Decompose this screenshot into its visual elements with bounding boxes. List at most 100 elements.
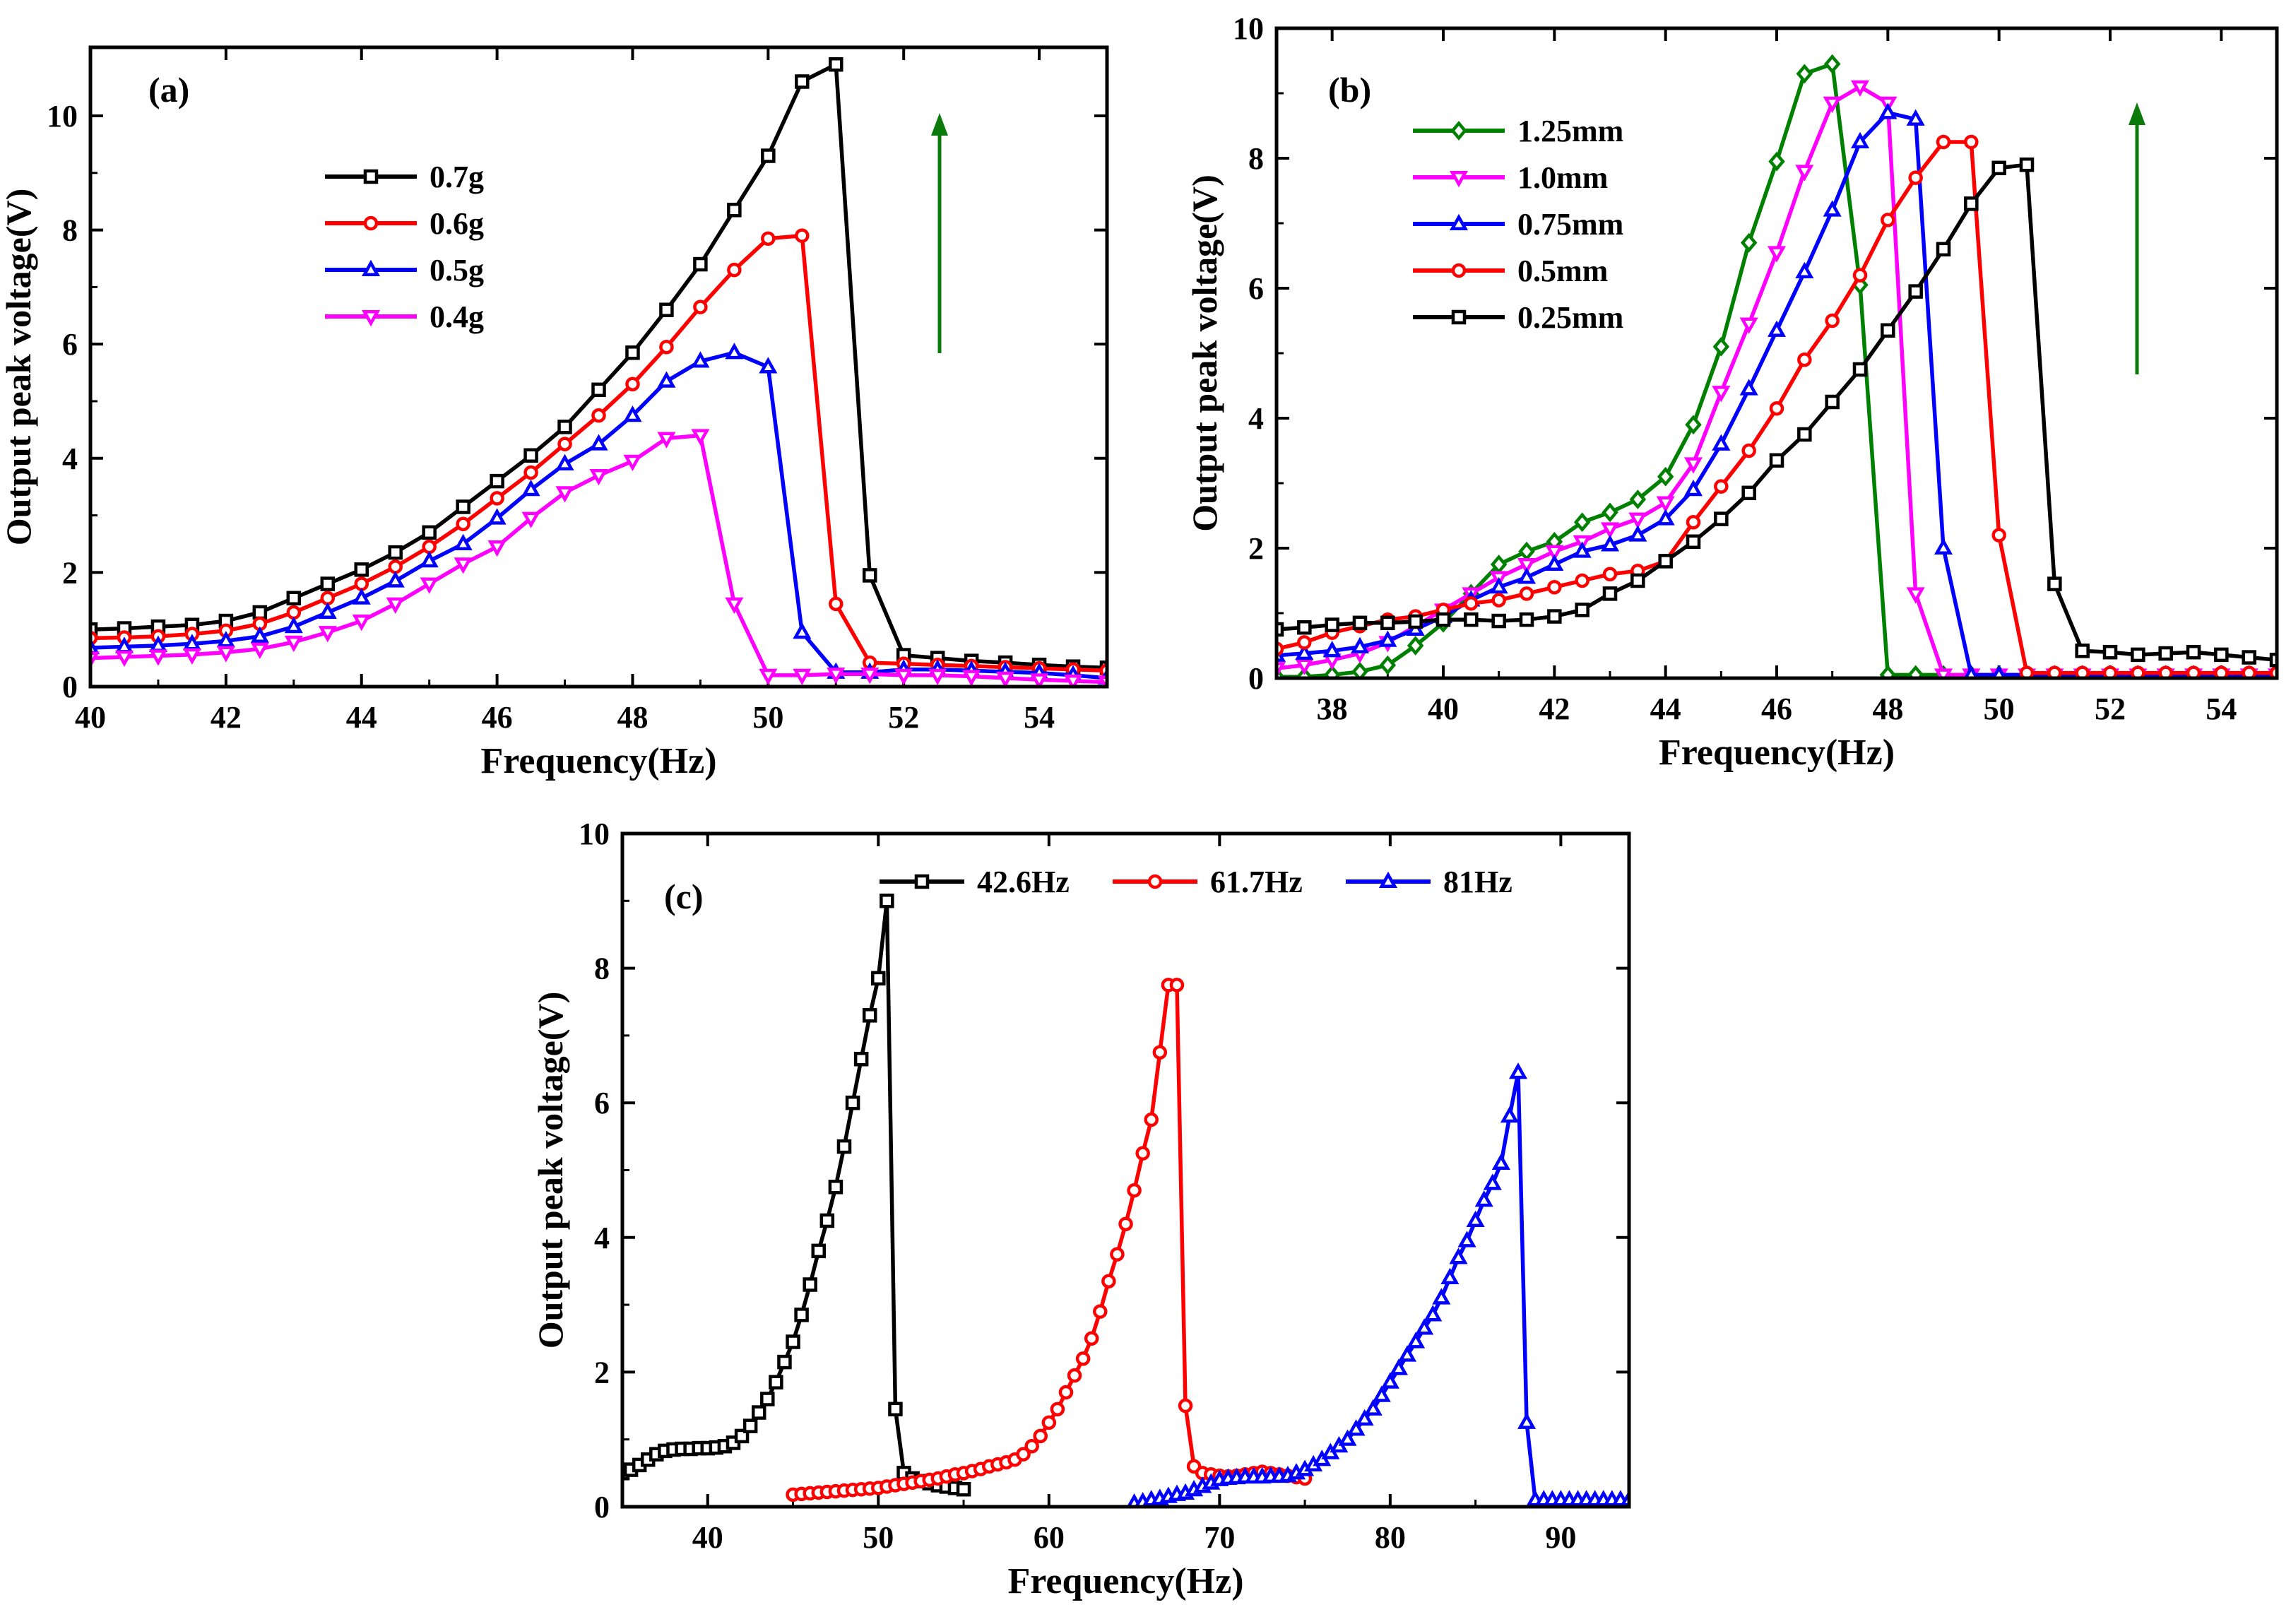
data-point [523,465,538,480]
data-point [871,971,886,986]
x-tick-label: 54 [2206,692,2237,726]
y-axis-title: Output peak voltage(V) [531,992,570,1349]
data-point [1545,554,1564,571]
data-point [1408,614,1423,629]
data-point [2131,665,2145,678]
plot-frame [620,831,1631,1509]
panel-a: 40 42 44 46 48 50 52 540246810Frequency(Hz)Outp… [0,45,1109,781]
y-tick-label: 2 [594,1355,610,1389]
data-point [1297,620,1312,635]
data-point [1683,457,1703,474]
data-point [1850,80,1870,97]
legend-label: 81Hz [1443,865,1512,899]
data-point [1500,1106,1519,1123]
x-tick-label: 54 [1024,700,1055,735]
data-point [1656,496,1675,513]
data-point [422,539,437,555]
data-point [1519,612,1534,627]
data-point [1518,541,1535,562]
data-point [996,671,1015,687]
data-point [2158,665,2173,678]
data-point [727,203,742,218]
data-point [1573,512,1591,533]
x-tick-label: 44 [1650,692,1681,726]
data-point [1407,1332,1426,1349]
data-point [2214,665,2229,678]
data-point [725,597,744,615]
legend-label: 0.75mm [1517,207,1623,242]
x-tick-label: 70 [1204,1520,1235,1555]
data-point [2102,665,2118,678]
legend-label: 61.7Hz [1210,865,1303,899]
y-tick-label: 8 [1248,141,1264,176]
legend-marker [1147,874,1163,889]
panel-label: (c) [664,877,704,916]
y-tick-label: 10 [1233,11,1264,46]
data-point [386,597,405,615]
data-point [1084,1331,1099,1346]
data-point [1350,636,1370,653]
data-point [1093,1304,1108,1319]
data-point [1963,665,1979,678]
data-point [1464,595,1479,611]
arrow-up-icon [931,113,948,136]
x-tick-label: 44 [346,700,377,735]
legend-marker [1450,121,1467,141]
y-axis-title: Output peak voltage(V) [1185,174,1224,532]
data-point [1016,1447,1031,1462]
data-point [725,343,744,360]
data-point [1658,554,1673,569]
data-point [1355,1409,1374,1426]
y-tick-label: 6 [1248,271,1264,306]
data-point [1795,165,1814,182]
data-point [1823,200,1842,217]
legend: 42.6Hz 61.7Hz 81Hz [880,865,1512,899]
legend-marker [363,169,379,184]
data-point [1879,665,1897,678]
data-point [691,351,710,368]
legend-marker [1449,213,1469,231]
data-point [555,486,574,503]
data-point [1629,490,1647,509]
data-point [1325,617,1339,632]
data-point [1491,613,1506,629]
data-point [853,1052,869,1067]
y-tick-label: 8 [62,213,78,248]
data-point [1575,603,1590,617]
x-tick-label: 42 [211,700,242,735]
legend: 0.7g 0.6g 0.5g 0.4g [325,160,484,334]
data-point [1466,1210,1485,1228]
data-point [557,437,572,451]
data-point [1767,246,1787,263]
plot-frame [88,45,1109,689]
data-point [693,300,708,314]
data-point [759,357,778,374]
data-point [2019,157,2035,172]
y-tick-label: 6 [594,1086,610,1120]
data-point [1825,394,1840,410]
data-layer [622,894,1629,1507]
data-point [1277,622,1284,637]
data-point [1796,64,1813,84]
data-point [1712,434,1731,451]
legend-marker [1451,309,1467,325]
data-point [1739,317,1758,334]
data-point [1628,512,1647,529]
data-point [1934,668,1953,678]
data-point [795,74,810,89]
data-point [793,622,812,639]
data-point [521,480,540,497]
data-point [354,576,369,591]
data-point [793,668,812,686]
data-layer [1277,54,2277,678]
x-tick-label: 40 [75,700,106,735]
data-point [761,148,776,163]
y-tick-label: 2 [1248,531,1264,566]
x-tick-label: 46 [1761,692,1792,726]
data-point [1714,479,1729,494]
legend-marker [1449,170,1469,188]
data-point [811,1243,827,1259]
data-point [1178,1398,1193,1413]
data-point [2186,644,2201,660]
